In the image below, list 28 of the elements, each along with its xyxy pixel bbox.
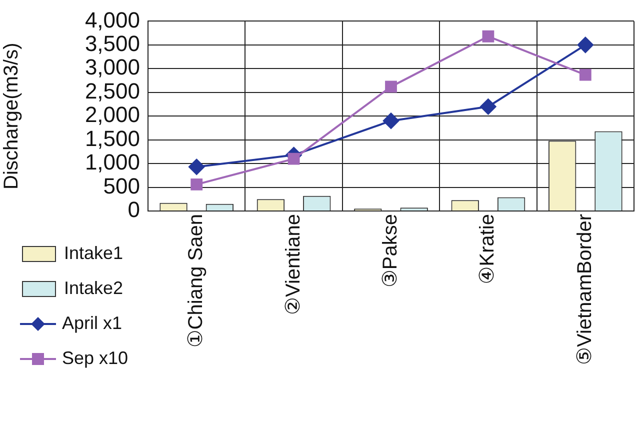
- y-tick-label: 2,000: [84, 102, 140, 128]
- y-axis-title: Discharge(m3/s): [0, 42, 23, 190]
- point: [288, 152, 300, 165]
- y-tick-label: 3,000: [84, 54, 140, 80]
- y-tick-label: 1,000: [84, 150, 140, 175]
- point: [385, 80, 397, 93]
- point: [188, 158, 205, 175]
- point: [577, 36, 594, 53]
- y-tick-label: 4,000: [84, 7, 140, 32]
- legend-label: Intake1: [64, 242, 124, 265]
- legend-label: April x1: [62, 312, 122, 335]
- y-tick-label: 0: [128, 197, 140, 222]
- x-tick-label: ⑤VietnamBorder: [574, 214, 596, 365]
- y-tick-label: 1,500: [84, 126, 140, 151]
- point: [190, 178, 203, 190]
- x-tick-label: ③Pakse: [380, 214, 402, 288]
- point: [383, 112, 399, 129]
- x-tick-label: ①Chiang Saen: [185, 214, 208, 348]
- x-tick-label: ④Kratie: [476, 214, 499, 284]
- point: [579, 68, 592, 81]
- y-tick-label: 3,500: [84, 30, 140, 56]
- y-tick-label: 2,500: [84, 78, 140, 104]
- y-tick-label: 500: [103, 173, 140, 198]
- legend-label: Intake2: [64, 277, 124, 300]
- point: [480, 98, 496, 115]
- x-tick-label: ②Vientiane: [282, 214, 304, 315]
- point: [482, 30, 494, 42]
- legend-label: Sep x10: [62, 347, 128, 370]
